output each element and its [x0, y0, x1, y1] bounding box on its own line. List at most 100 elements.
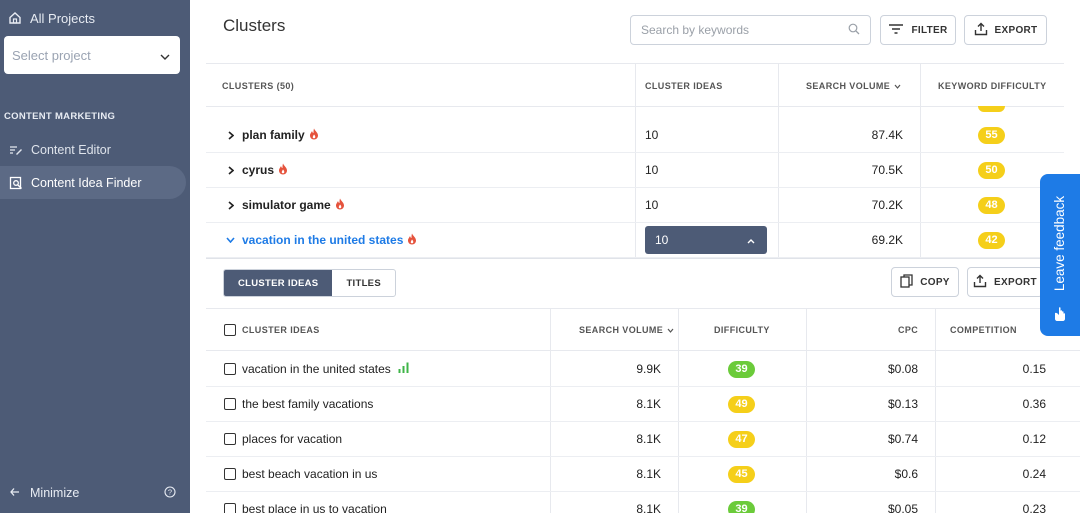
col-competition[interactable]: COMPETITION: [950, 325, 1017, 335]
cluster-name[interactable]: simulator game: [242, 188, 345, 222]
col-clusters[interactable]: CLUSTERS (50): [222, 80, 295, 91]
search-placeholder: Search by keywords: [641, 23, 750, 37]
difficulty-badge: 55: [978, 126, 1005, 144]
keyword-cell: vacation in the united states: [242, 352, 409, 386]
cluster-name[interactable]: vacation in the united states: [242, 223, 417, 257]
table-row[interactable]: best beach vacation in us 8.1K 45 $0.6 0…: [206, 457, 1080, 492]
sidebar-item-content-editor[interactable]: Content Editor: [0, 133, 186, 166]
table-row[interactable]: vacation in the united states 9.9K 39 $0…: [206, 352, 1080, 387]
cluster-ideas-panel: CLUSTER IDEAS TITLES COPY EXPORT CLUSTER…: [206, 258, 1080, 513]
all-projects-label: All Projects: [30, 10, 96, 26]
col-difficulty[interactable]: DIFFICULTY: [714, 325, 770, 335]
row-checkbox[interactable]: [224, 492, 236, 513]
divider: [920, 107, 921, 257]
search-volume: 70.5K: [871, 163, 903, 177]
competition: 0.15: [1022, 362, 1046, 376]
col-search-volume[interactable]: SEARCH VOLUME: [579, 309, 674, 351]
filter-button[interactable]: FILTER: [880, 15, 956, 45]
col-cpc[interactable]: CPC: [898, 325, 919, 335]
project-select-placeholder: Select project: [12, 47, 91, 63]
fire-icon: [278, 163, 288, 178]
cluster-name[interactable]: plan family: [242, 118, 319, 152]
export-label: EXPORT: [994, 24, 1038, 36]
filter-label: FILTER: [911, 24, 948, 36]
divider: [920, 64, 921, 107]
export-icon: [974, 22, 988, 39]
fire-icon: [309, 128, 319, 143]
sidebar-item-content-idea-finder[interactable]: Content Idea Finder: [0, 166, 186, 199]
difficulty-badge: 39: [728, 360, 755, 378]
cluster-ideas-toggle[interactable]: 10: [645, 226, 767, 254]
cluster-name[interactable]: cyrus: [242, 153, 288, 187]
chevron-right-icon[interactable]: [228, 118, 234, 152]
fire-icon: [335, 198, 345, 213]
all-projects-link[interactable]: All Projects: [0, 0, 190, 36]
divider: [550, 308, 551, 513]
tab-titles[interactable]: TITLES: [346, 277, 381, 289]
col-keyword-difficulty[interactable]: KEYWORD DIFFICULTY: [938, 80, 1047, 91]
arrow-left-icon: [10, 486, 20, 500]
cpc: $0.13: [887, 397, 918, 411]
cluster-ideas-count: 10: [645, 163, 659, 177]
col-search-volume-label: SEARCH VOLUME: [579, 325, 664, 335]
table-row[interactable]: best place in us to vacation 8.1K 39 $0.…: [206, 492, 1080, 513]
table-row[interactable]: places for vacation 8.1K 47 $0.74 0.12: [206, 422, 1080, 457]
keyword-text: the best family vacations: [242, 397, 374, 411]
cluster-name-text: vacation in the united states: [242, 233, 404, 247]
copy-button[interactable]: COPY: [891, 267, 959, 297]
export-icon: [973, 274, 987, 291]
table-row[interactable]: plan family 10 87.4K 55: [206, 118, 1064, 153]
filter-icon: [888, 23, 904, 38]
cluster-ideas-count: 10: [645, 128, 659, 142]
difficulty-badge: 48: [978, 196, 1005, 214]
chevron-right-icon[interactable]: [228, 188, 234, 222]
table-row[interactable]: cyrus 10 70.5K 50: [206, 153, 1064, 188]
help-icon[interactable]: ?: [164, 485, 176, 501]
export-ideas-button[interactable]: EXPORT: [967, 267, 1043, 297]
minimize-bar[interactable]: Minimize ?: [0, 480, 190, 506]
table-row-expanded[interactable]: vacation in the united states 69.2K 42: [206, 223, 1064, 258]
difficulty-badge: 49: [728, 395, 755, 413]
col-cluster-ideas[interactable]: CLUSTER IDEAS: [645, 80, 723, 91]
cluster-name-text: cyrus: [242, 163, 275, 177]
page-title: Clusters: [223, 16, 286, 35]
search-volume: 9.9K: [636, 362, 661, 376]
col-search-volume[interactable]: SEARCH VOLUME: [806, 64, 901, 107]
col-cluster-ideas[interactable]: CLUSTER IDEAS: [242, 325, 320, 335]
row-checkbox[interactable]: [224, 387, 236, 421]
competition: 0.24: [1022, 467, 1046, 481]
row-checkbox[interactable]: [224, 352, 236, 386]
search-input[interactable]: Search by keywords: [630, 15, 871, 45]
competition: 0.23: [1022, 502, 1046, 513]
table-row[interactable]: the best family vacations 8.1K 49 $0.13 …: [206, 387, 1080, 422]
chevron-down-icon[interactable]: [226, 223, 235, 257]
chevron-right-icon[interactable]: [228, 153, 234, 187]
keyword-text: best beach vacation in us: [242, 467, 378, 481]
difficulty-badge: 47: [728, 430, 755, 448]
project-select[interactable]: Select project: [4, 36, 180, 74]
search-volume: 69.2K: [871, 233, 903, 247]
chevron-down-icon: [160, 48, 170, 63]
difficulty-badge: 42: [978, 231, 1005, 249]
sort-chevron-icon: [894, 81, 901, 91]
leave-feedback-tab[interactable]: Leave feedback: [1040, 174, 1080, 336]
col-search-volume-label: SEARCH VOLUME: [806, 80, 891, 91]
table-row[interactable]: simulator game 10 70.2K 48: [206, 188, 1064, 223]
bar-chart-icon[interactable]: [398, 362, 409, 376]
section-label: CONTENT MARKETING: [4, 111, 116, 122]
clusters-table-header: CLUSTERS (50) CLUSTER IDEAS SEARCH VOLUM…: [206, 63, 1064, 107]
export-button[interactable]: EXPORT: [964, 15, 1047, 45]
tab-cluster-ideas[interactable]: CLUSTER IDEAS: [224, 270, 333, 296]
row-checkbox[interactable]: [224, 422, 236, 456]
row-checkbox[interactable]: [224, 457, 236, 491]
select-all-checkbox[interactable]: [224, 309, 236, 351]
divider: [778, 107, 779, 257]
home-icon: [8, 11, 22, 25]
competition: 0.36: [1022, 397, 1046, 411]
ideas-table-header: CLUSTER IDEAS SEARCH VOLUME DIFFICULTY C…: [206, 308, 1080, 351]
sub-tabs: CLUSTER IDEAS TITLES: [223, 269, 396, 297]
divider: [635, 64, 636, 107]
chevron-up-icon: [747, 233, 755, 247]
cluster-ideas-count: 10: [655, 233, 669, 247]
search-volume: 70.2K: [871, 198, 903, 212]
